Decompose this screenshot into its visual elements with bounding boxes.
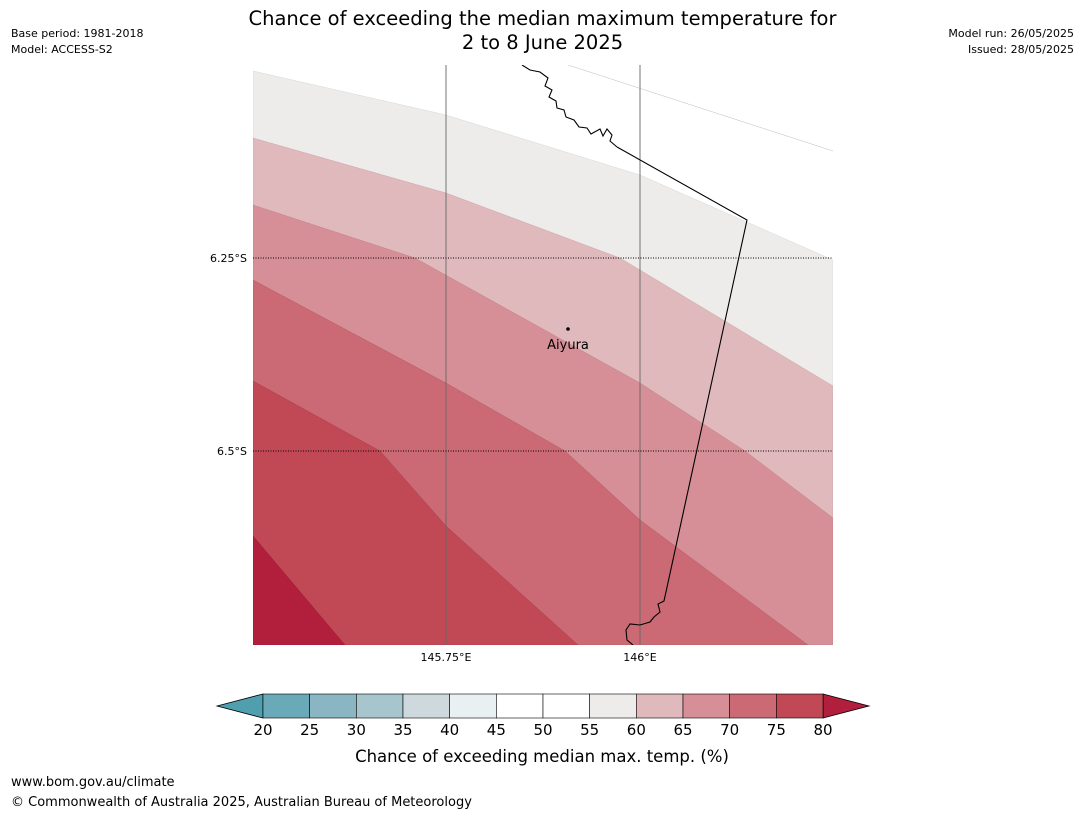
lon-label-145-75: 145.75°E [421, 651, 472, 664]
colorbar-segment [589, 693, 637, 719]
colorbar-segment [449, 693, 497, 719]
lat-label-6-25: 6.25°S [210, 252, 247, 265]
colorbar-tick-label: 60 [627, 721, 646, 739]
place-label: Aiyura [547, 338, 589, 353]
colorbar-tick-label: 20 [253, 721, 272, 739]
colorbar-label: Chance of exceeding median max. temp. (%… [355, 747, 729, 766]
colorbar-tick-label: 35 [393, 721, 412, 739]
page-title: Chance of exceeding the median maximum t… [0, 7, 1085, 55]
colorbar-segment [776, 693, 824, 719]
colorbar-over-arrow [822, 693, 871, 719]
colorbar-tick-label: 50 [533, 721, 552, 739]
contour-fill-layer [253, 65, 833, 645]
colorbar-tick-label: 75 [767, 721, 786, 739]
title-line-2: 2 to 8 June 2025 [461, 31, 624, 54]
issued-text: Issued: 28/05/2025 [967, 43, 1074, 56]
colorbar-segment [262, 693, 310, 719]
colorbar-segment [636, 693, 684, 719]
coastline-border-layer [521, 65, 748, 645]
meta-right: Model run: 26/05/2025 Issued: 28/05/2025 [948, 26, 1074, 58]
lon-label-146: 146°E [623, 651, 656, 664]
base-period-text: Base period: 1981-2018 [11, 27, 144, 40]
contour-band-below-55-edge [567, 65, 833, 152]
lon-labels: 145.75°E 146°E [421, 651, 657, 664]
colorbar-tick-label: 45 [487, 721, 506, 739]
colorbar-segment [682, 693, 730, 719]
graticule [253, 65, 833, 645]
colorbar-tick-label: 65 [673, 721, 692, 739]
colorbar: 20 25 30 35 40 45 50 55 60 65 70 75 80 Chance of exc… [215, 693, 871, 766]
model-text: Model: ACCESS-S2 [11, 43, 113, 56]
colorbar-segment [356, 693, 404, 719]
contour-band-above-80 [253, 535, 346, 645]
contour-band-75-80 [253, 380, 579, 645]
colorbar-segment [309, 693, 357, 719]
coastline [521, 65, 618, 148]
colorbar-tick-label: 70 [720, 721, 739, 739]
footer-copyright: © Commonwealth of Australia 2025, Austra… [11, 795, 472, 810]
colorbar-segment [542, 693, 590, 719]
title-line-1: Chance of exceeding the median maximum t… [248, 7, 837, 30]
colorbar-segment [496, 693, 544, 719]
colorbar-segment [402, 693, 450, 719]
colorbar-segments [262, 693, 824, 719]
border-line [616, 146, 748, 645]
meta-left: Base period: 1981-2018 Model: ACCESS-S2 [11, 26, 143, 58]
place-aiyura: Aiyura [547, 327, 589, 353]
lat-labels: 6.25°S 6.5°S [210, 252, 247, 458]
place-marker [566, 327, 570, 331]
colorbar-tick-label: 55 [580, 721, 599, 739]
colorbar-ticks: 20 25 30 35 40 45 50 55 60 65 70 75 80 [253, 721, 832, 739]
colorbar-segment [729, 693, 777, 719]
colorbar-tick-label: 80 [813, 721, 832, 739]
lat-label-6-5: 6.5°S [217, 445, 247, 458]
colorbar-tick-label: 30 [347, 721, 366, 739]
footer-url: www.bom.gov.au/climate [11, 775, 175, 790]
colorbar-tick-label: 40 [440, 721, 459, 739]
model-run-text: Model run: 26/05/2025 [948, 27, 1074, 40]
colorbar-under-arrow [215, 693, 264, 719]
colorbar-tick-label: 25 [300, 721, 319, 739]
